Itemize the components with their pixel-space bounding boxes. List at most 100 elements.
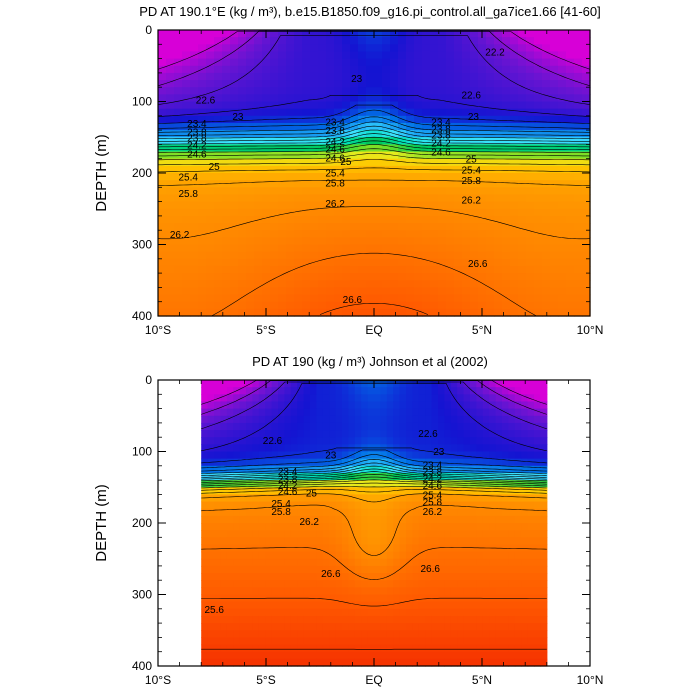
contour-cell [258, 430, 266, 438]
contour-cell [374, 530, 381, 538]
contour-cell [246, 430, 253, 438]
contour-cell [446, 194, 455, 203]
contour-cell [470, 122, 479, 131]
contour-cell [258, 415, 266, 424]
contour-cell [233, 580, 241, 588]
contour-cell [463, 658, 471, 667]
contour-cell [270, 287, 279, 296]
contour-cell [550, 80, 559, 88]
contour-cell [566, 237, 575, 246]
contour-cell [238, 194, 247, 203]
contour-cell [450, 422, 458, 431]
contour-cell [521, 465, 529, 474]
contour-cell [486, 58, 495, 67]
contour-cell [294, 208, 303, 217]
contour-cell [329, 608, 337, 617]
contour-cell [262, 244, 271, 253]
contour-cell [482, 658, 490, 667]
contour-cell [297, 472, 305, 481]
contour-cell [399, 437, 407, 445]
contour-cell [444, 480, 452, 488]
contour-cell [207, 558, 215, 567]
contour-cell [431, 494, 439, 503]
contour-cell [558, 94, 567, 103]
contour-cell [366, 237, 375, 246]
contour-cell [342, 130, 351, 138]
contour-cell [526, 230, 535, 238]
contour-cell [534, 387, 541, 395]
contour-cell [354, 501, 362, 510]
contour-cell [582, 265, 591, 274]
contour-cell [334, 115, 343, 124]
contour-cell [246, 65, 255, 74]
contour-cell [322, 380, 330, 388]
contour-cell [367, 451, 375, 460]
contour-cell [386, 444, 394, 453]
contour-cell [246, 408, 253, 417]
contour-cell [284, 537, 292, 546]
contour-cell [222, 101, 231, 110]
contour-cell [290, 608, 298, 617]
contour-cell [294, 144, 303, 153]
contour-cell [206, 244, 215, 253]
contour-cell [495, 515, 503, 524]
contour-cell [398, 51, 407, 60]
contour-cell [239, 501, 247, 510]
contour-cell [310, 523, 317, 531]
contour-cell [226, 501, 234, 510]
contour-cell [508, 580, 516, 588]
contour-cell [526, 65, 535, 74]
contour-cell [335, 451, 343, 460]
contour-cell [438, 437, 445, 445]
contour-cell [486, 273, 495, 281]
contour-cell [558, 287, 567, 296]
contour-cell [318, 294, 327, 303]
contour-cell [406, 451, 413, 460]
contour-cell [558, 187, 567, 196]
contour-cell [335, 537, 343, 546]
contour-cell [457, 537, 465, 546]
contour-cell [358, 58, 367, 67]
contour-cell [470, 87, 479, 95]
contour-cell [526, 122, 535, 131]
contour-cell [406, 194, 415, 203]
contour-line [158, 153, 590, 161]
contour-cell [399, 401, 407, 410]
contour-cell [190, 94, 199, 103]
contour-cell [425, 394, 433, 403]
contour-cell [265, 637, 273, 646]
contour-cell [582, 58, 591, 67]
contour-cell [382, 72, 391, 81]
contour-cell [322, 444, 330, 453]
contour-cell [510, 244, 519, 253]
contour-cell [214, 237, 223, 246]
contour-cell [366, 201, 375, 210]
contour-cell [393, 523, 401, 531]
contour-cell [514, 408, 522, 417]
contour-cell [354, 394, 362, 403]
contour-cell [326, 130, 335, 138]
contour-cell [158, 87, 167, 95]
contour-cell [582, 72, 591, 81]
contour-cell [350, 280, 359, 288]
contour-cell [166, 230, 175, 238]
contour-cell [534, 101, 543, 110]
contour-cell [297, 530, 305, 538]
contour-cell [478, 187, 487, 196]
contour-cell [316, 401, 324, 410]
contour-cell [438, 215, 447, 224]
contour-cell [198, 287, 207, 296]
contour-cell [207, 508, 215, 517]
contour-cell [534, 265, 543, 274]
contour-cell [454, 44, 463, 53]
contour-cell [262, 65, 271, 74]
contour-cell [258, 451, 266, 460]
contour-cell [322, 544, 330, 553]
contour-cell [246, 130, 255, 138]
contour-cell [510, 137, 519, 145]
contour-cell [430, 208, 439, 217]
contour-cell [398, 80, 407, 88]
contour-label: 26.2 [299, 517, 319, 528]
contour-cell [329, 587, 337, 596]
contour-cell [380, 408, 388, 417]
